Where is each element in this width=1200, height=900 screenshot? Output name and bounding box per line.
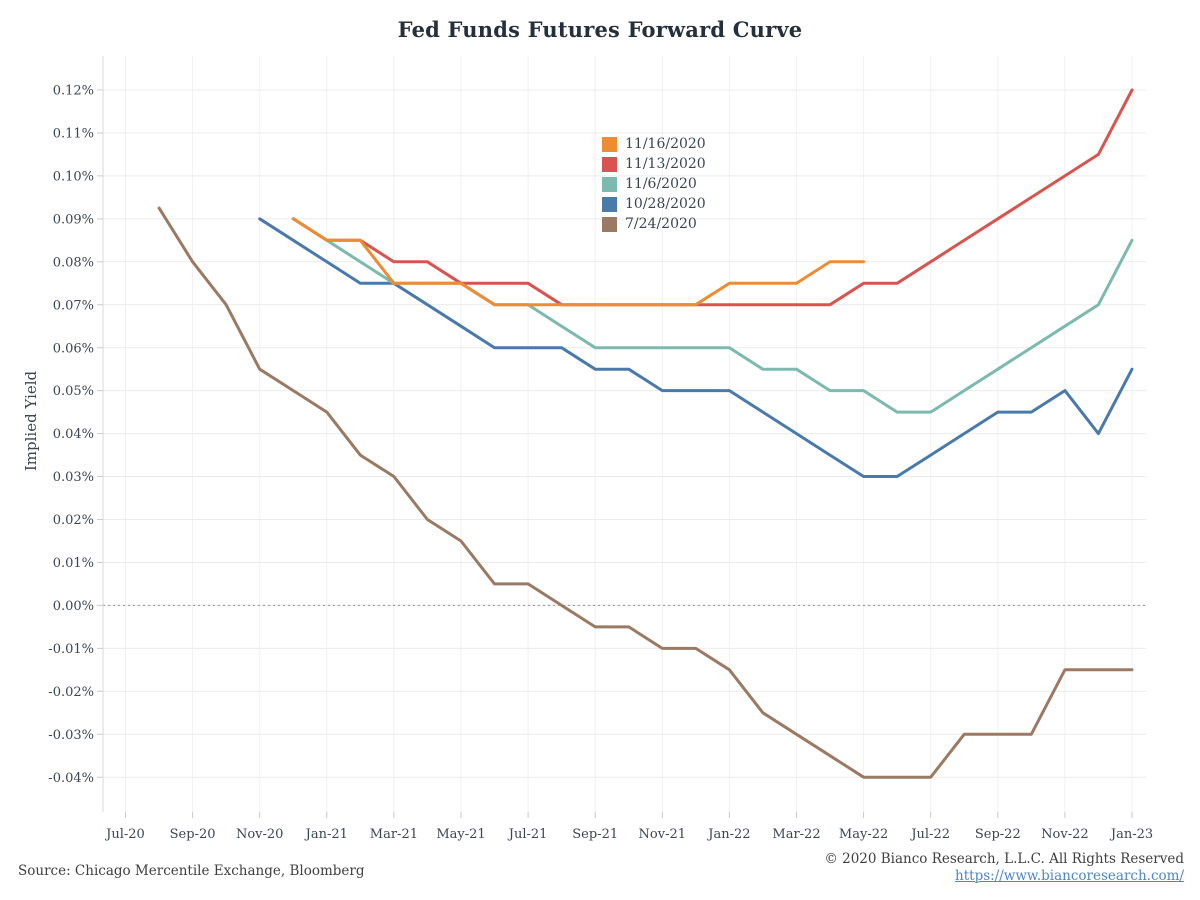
- y-tick-label: 0.10%: [53, 169, 94, 184]
- y-tick-label: -0.02%: [48, 685, 94, 700]
- y-tick-label: 0.02%: [53, 513, 94, 528]
- x-tick-label: Nov-22: [1041, 827, 1088, 842]
- legend-item-label: 7/24/2020: [625, 216, 697, 232]
- y-tick-label: -0.01%: [48, 642, 94, 657]
- series-line-11-16-2020: [291, 217, 866, 307]
- series-line-10-28-2020: [258, 217, 1134, 478]
- x-tick-label: May-21: [436, 827, 485, 842]
- x-tick-label: Jan-21: [304, 827, 348, 842]
- x-tick-label: Sep-22: [975, 827, 1021, 842]
- legend-swatch-orange: [602, 136, 617, 152]
- x-tick-label: Jan-23: [1109, 827, 1153, 842]
- legend-swatch-teal: [602, 176, 617, 192]
- y-tick-label: 0.00%: [53, 599, 94, 614]
- legend-swatch-blue: [602, 196, 617, 212]
- copyright-block: © 2020 Bianco Research, L.L.C. All Right…: [824, 851, 1184, 885]
- x-tick-label: Jan-22: [706, 827, 750, 842]
- y-tick-label: -0.04%: [48, 771, 94, 786]
- chart-title: Fed Funds Futures Forward Curve: [397, 17, 803, 42]
- legend-item-label: 11/16/2020: [625, 136, 706, 152]
- legend-item-label: 11/6/2020: [625, 176, 697, 192]
- legend-item-11-6-2020[interactable]: 11/6/2020: [602, 174, 706, 194]
- y-tick-label: 0.04%: [53, 427, 94, 442]
- series-lines: [157, 88, 1134, 779]
- legend-item-label: 10/28/2020: [625, 196, 706, 212]
- source-note: Source: Chicago Mercentile Exchange, Blo…: [18, 863, 365, 879]
- y-tick-label: -0.03%: [48, 728, 94, 743]
- x-tick-label: May-22: [839, 827, 888, 842]
- y-tick-label: 0.09%: [53, 212, 94, 227]
- legend-item-7-24-2020[interactable]: 7/24/2020: [602, 214, 706, 234]
- x-tick-label: Mar-22: [772, 827, 820, 842]
- y-tick-label: 0.05%: [53, 384, 94, 399]
- y-tick-label: 0.12%: [53, 84, 94, 99]
- y-tick-label: 0.06%: [53, 341, 94, 356]
- x-tick-label: Nov-20: [236, 827, 283, 842]
- bianco-research-link[interactable]: https://www.biancoresearch.com/: [955, 868, 1184, 884]
- axis-ticks: [97, 56, 1133, 818]
- axis-labels: Jul-20 Sep-20 Nov-20 Jan-21 Mar-21 May-21 Jul-…: [48, 84, 1153, 842]
- x-tick-label: Sep-21: [572, 827, 618, 842]
- x-tick-label: Sep-20: [170, 827, 216, 842]
- legend: 11/16/2020 11/13/2020 11/6/2020 10/28/20…: [602, 134, 706, 234]
- legend-item-10-28-2020[interactable]: 10/28/2020: [602, 194, 706, 214]
- legend-swatch-brown: [602, 216, 617, 232]
- x-tick-label: Jul-20: [104, 827, 145, 842]
- y-tick-label: 0.03%: [53, 470, 94, 485]
- y-tick-label: 0.08%: [53, 255, 94, 270]
- series-line-11-6-2020: [291, 217, 1134, 414]
- legend-swatch-red: [602, 156, 617, 172]
- x-tick-label: Mar-21: [370, 827, 418, 842]
- legend-item-11-16-2020[interactable]: 11/16/2020: [602, 134, 706, 154]
- copyright-text: © 2020 Bianco Research, L.L.C. All Right…: [824, 851, 1184, 867]
- series-line-7-24-2020: [157, 206, 1134, 779]
- y-tick-label: 0.07%: [53, 298, 94, 313]
- x-tick-label: Jul-22: [909, 827, 950, 842]
- legend-item-11-13-2020[interactable]: 11/13/2020: [602, 154, 706, 174]
- legend-item-label: 11/13/2020: [625, 156, 706, 172]
- y-tick-label: 0.01%: [53, 556, 94, 571]
- series-line-11-13-2020: [291, 88, 1134, 307]
- x-tick-label: Jul-21: [507, 827, 548, 842]
- y-tick-label: 0.11%: [53, 127, 94, 142]
- x-tick-label: Nov-21: [639, 827, 686, 842]
